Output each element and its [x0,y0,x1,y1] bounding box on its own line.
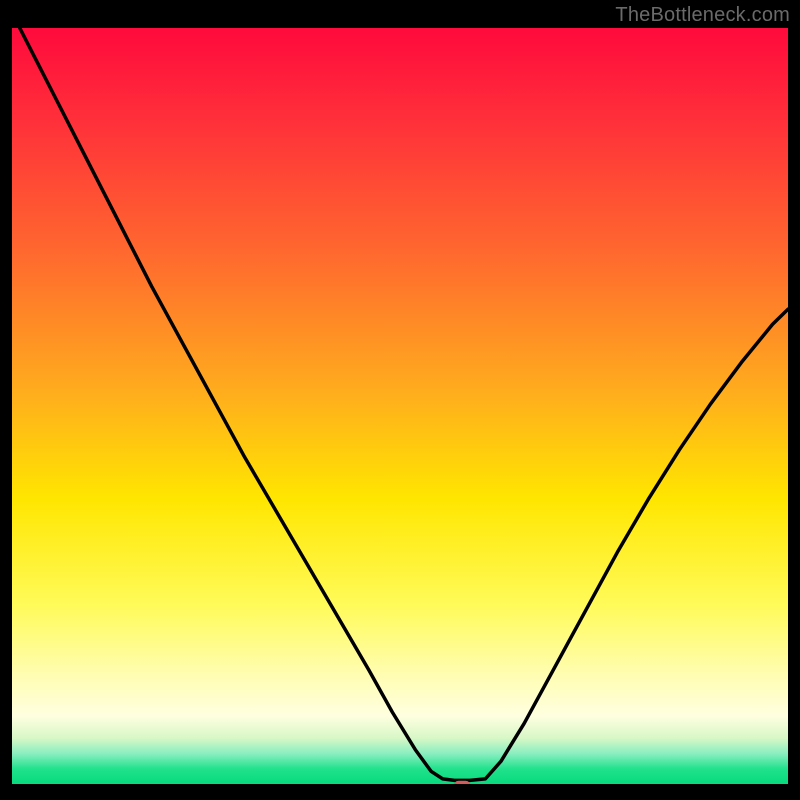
watermark-text: TheBottleneck.com [615,4,790,27]
gradient-background [12,28,788,788]
chart-stage: TheBottleneck.com [0,0,800,800]
bottleneck-chart [0,0,800,800]
plot-area [12,28,788,791]
